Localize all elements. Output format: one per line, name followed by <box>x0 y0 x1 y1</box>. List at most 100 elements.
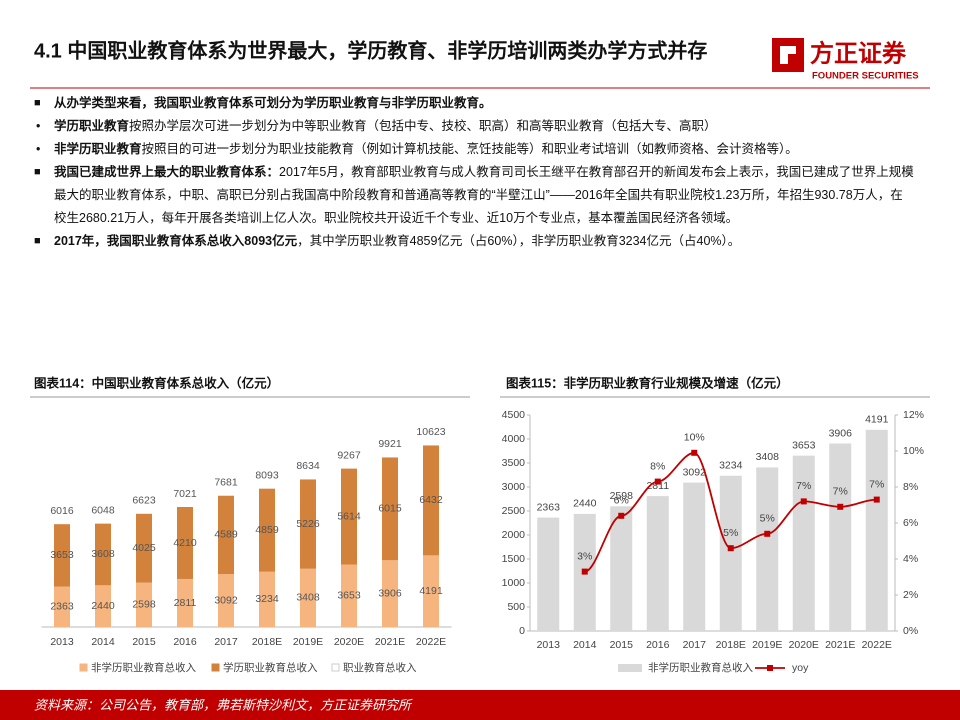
x-tick-label: 2020E <box>789 639 819 651</box>
line-point <box>618 512 625 519</box>
y2-tick-label: 12% <box>903 409 924 421</box>
y-tick-label: 3000 <box>502 481 526 493</box>
total-label: 6048 <box>91 504 115 516</box>
bar-segment <box>300 479 316 569</box>
x-tick-label: 2014 <box>573 639 597 651</box>
bullet: 学历职业教育按照办学层次可进一步划分为中等职业教育（包括中专、技校、职高）和高等… <box>34 115 914 138</box>
bar-segment <box>423 555 439 627</box>
bar <box>610 506 633 631</box>
bar-segment <box>54 586 70 627</box>
legend-marker <box>331 663 340 672</box>
x-tick-label: 2019E <box>752 639 782 651</box>
segment-label: 3653 <box>337 590 361 602</box>
x-tick-label: 2015 <box>132 636 156 648</box>
bar-segment <box>136 582 152 627</box>
point-label: 7% <box>796 480 811 492</box>
segment-label: 3608 <box>91 548 115 560</box>
segment-label: 2811 <box>174 597 197 609</box>
bullet-list: 从办学类型来看，我国职业教育体系可划分为学历职业教育与非学历职业教育。 学历职业… <box>34 92 914 253</box>
segment-label: 3234 <box>255 593 279 605</box>
total-label: 6623 <box>132 495 156 507</box>
legend-marker <box>618 664 642 672</box>
bullet-text: ，其中学历职业教育4859亿元（占60%），非学历职业教育3234亿元（占40%… <box>297 234 741 248</box>
bullet-text: 按照目的可进一步划分为职业技能教育（例如计算机技能、烹饪技能等）和职业考试培训（… <box>141 142 798 156</box>
bar-segment <box>136 513 152 583</box>
segment-label: 3408 <box>296 592 320 604</box>
bar <box>719 475 742 631</box>
line-point <box>873 496 880 503</box>
bar-label: 3092 <box>683 466 707 478</box>
y-tick-label: 1000 <box>502 577 526 589</box>
point-label: 5% <box>760 513 775 525</box>
y-tick-label: 4000 <box>502 433 526 445</box>
bar-segment <box>300 568 316 627</box>
x-tick-label: 2014 <box>91 636 115 648</box>
total-label: 9921 <box>378 438 402 450</box>
x-tick-label: 2016 <box>173 636 197 648</box>
bar-segment <box>259 571 275 627</box>
segment-label: 6015 <box>378 503 402 515</box>
x-tick-label: 2017 <box>683 639 707 651</box>
bar-segment <box>54 524 70 587</box>
bar <box>792 455 815 631</box>
bullet-bold: 非学历职业教育 <box>54 142 142 156</box>
bullet-text: 2017年5月，教育部职业教育与成人教育司司长王继平在教育部召开的新闻发布会上表… <box>54 165 914 225</box>
y2-tick-label: 8% <box>903 481 918 493</box>
bar <box>829 443 852 631</box>
point-label: 6% <box>614 495 629 507</box>
x-tick-label: 2020E <box>334 636 364 648</box>
chart-title: 图表115：非学历职业教育行业规模及增速（亿元） <box>506 375 789 390</box>
bar-label: 3408 <box>756 451 780 463</box>
legend-label: 非学历职业教育总收入 <box>91 661 196 674</box>
total-label: 6016 <box>50 505 74 517</box>
bar-segment <box>95 523 111 586</box>
point-label: 8% <box>650 460 665 472</box>
total-label: 7681 <box>214 477 238 489</box>
slide-title: 4.1 中国职业教育体系为世界最大，学历教育、非学历培训两类办学方式并存 <box>34 38 707 62</box>
legend-marker <box>211 663 220 672</box>
x-tick-label: 2016 <box>646 639 670 651</box>
y2-tick-label: 0% <box>903 625 918 637</box>
x-tick-label: 2013 <box>50 636 74 648</box>
y-tick-label: 500 <box>507 601 525 613</box>
point-label: 5% <box>723 527 738 539</box>
x-tick-label: 2018E <box>252 636 282 648</box>
bullet-text: 按照办学层次可进一步划分为中等职业教育（包括中专、技校、职高）和高等职业教育（包… <box>129 119 717 133</box>
chart-title: 图表114：中国职业教育体系总收入（亿元） <box>34 375 279 390</box>
x-tick-label: 2018E <box>716 639 746 651</box>
segment-label: 4025 <box>132 542 156 554</box>
bar-segment <box>341 468 357 565</box>
segment-label: 4191 <box>419 585 443 597</box>
y-tick-label: 1500 <box>502 553 526 565</box>
bar-segment <box>177 578 193 627</box>
point-label: 10% <box>684 432 705 444</box>
bar <box>865 429 888 631</box>
chart-1: 图表114：中国职业教育体系总收入（亿元） 2013 2363 3653 6016 201… <box>30 375 470 674</box>
bullet: 我国已建成世界上最大的职业教育体系：2017年5月，教育部职业教育与成人教育司司… <box>34 161 914 230</box>
segment-label: 4210 <box>173 537 197 549</box>
bar-segment <box>95 585 111 627</box>
total-label: 10623 <box>416 426 445 438</box>
bullet: 2017年，我国职业教育体系总收入8093亿元，其中学历职业教育4859亿元（占… <box>34 230 914 253</box>
point-label: 3% <box>577 550 592 562</box>
legend-label: 学历职业教育总收入 <box>223 661 318 674</box>
y2-tick-label: 6% <box>903 517 918 529</box>
line-point <box>654 478 661 485</box>
bar <box>646 496 669 631</box>
segment-label: 4589 <box>214 529 238 541</box>
logo-subtext: FOUNDER SECURITIES <box>812 71 919 82</box>
line-point <box>581 568 588 575</box>
line-point <box>800 498 807 505</box>
y-tick-label: 4500 <box>502 409 526 421</box>
point-label: 7% <box>869 478 884 490</box>
bar-label: 3906 <box>829 427 853 439</box>
logo: 方正证券 FOUNDER SECURITIES <box>772 38 919 82</box>
segment-label: 5226 <box>296 518 320 530</box>
x-tick-label: 2022E <box>862 639 892 651</box>
x-tick-label: 2022E <box>416 636 446 648</box>
line <box>584 451 877 573</box>
legend-label: yoy <box>792 662 809 674</box>
line-point <box>727 545 734 552</box>
